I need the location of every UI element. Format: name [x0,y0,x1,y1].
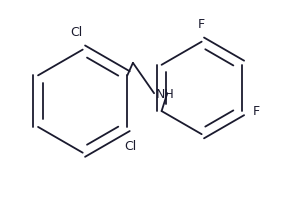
Text: F: F [198,18,205,31]
Text: Cl: Cl [124,140,136,153]
Text: F: F [252,105,259,118]
Text: NH: NH [155,88,174,101]
Text: Cl: Cl [70,26,82,39]
